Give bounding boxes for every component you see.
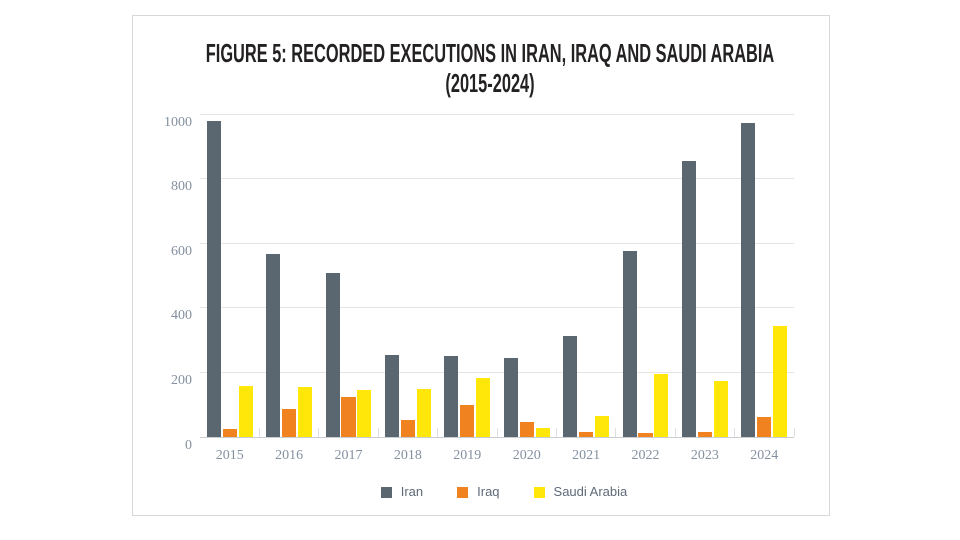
bar-saudi-arabia-2022 bbox=[654, 373, 669, 437]
bar-saudi-arabia-2021 bbox=[594, 416, 610, 437]
y-axis-label-200: 200 bbox=[171, 372, 192, 388]
bar-iran-2019 bbox=[444, 355, 459, 437]
y-axis-label-400: 400 bbox=[171, 308, 192, 324]
x-axis-label-2022: 2022 bbox=[631, 448, 660, 463]
category-tick-6 bbox=[555, 428, 557, 437]
legend-label-saudi-arabia: Saudi Arabia bbox=[553, 484, 628, 499]
gridline-y-800 bbox=[200, 178, 794, 180]
legend-label-iraq: Iraq bbox=[477, 484, 500, 499]
y-axis-label-0: 0 bbox=[185, 437, 192, 453]
chart-title-line-1: FIGURE 5: RECORDED EXECUTIONS IN IRAN, I… bbox=[205, 38, 775, 68]
bar-iraq-2018 bbox=[400, 420, 415, 437]
bar-saudi-arabia-2024 bbox=[773, 325, 788, 437]
bar-saudi-arabia-2018 bbox=[416, 388, 431, 437]
chart-title-line-2: (2015-2024) bbox=[445, 68, 535, 98]
bar-saudi-arabia-2023 bbox=[713, 381, 728, 437]
y-axis-label-1000: 1000 bbox=[164, 114, 192, 130]
x-axis-label-2015: 2015 bbox=[215, 448, 244, 463]
bar-iraq-2023 bbox=[697, 431, 712, 437]
bar-iraq-2019 bbox=[460, 404, 475, 437]
bar-iraq-2016 bbox=[282, 408, 297, 437]
x-axis-label-2024: 2024 bbox=[750, 448, 779, 463]
bar-iraq-2024 bbox=[757, 416, 772, 437]
gridline-y-1000 bbox=[200, 113, 794, 115]
x-axis-label-2017: 2017 bbox=[334, 448, 363, 463]
legend-item-iraq: Iraq bbox=[457, 484, 500, 499]
bar-iraq-2020 bbox=[519, 422, 534, 437]
legend-swatch-iran bbox=[380, 486, 392, 498]
chart-legend: Iran Iraq Saudi Arabia bbox=[207, 485, 801, 499]
category-tick-8 bbox=[674, 428, 676, 437]
bar-iraq-2017 bbox=[341, 396, 356, 437]
x-axis-label-2023: 2023 bbox=[690, 448, 719, 463]
gridline-y-0 bbox=[200, 436, 794, 438]
gridline-y-400 bbox=[200, 307, 794, 309]
x-axis-label-2019: 2019 bbox=[453, 448, 482, 463]
category-tick-2 bbox=[318, 428, 320, 437]
bar-iran-2017 bbox=[325, 273, 340, 437]
legend-swatch-iraq bbox=[457, 486, 469, 498]
bar-iran-2018 bbox=[384, 355, 400, 437]
bar-iran-2015 bbox=[206, 121, 221, 437]
legend-label-iran: Iran bbox=[400, 484, 424, 499]
category-tick-1 bbox=[258, 428, 260, 437]
category-tick-7 bbox=[615, 428, 617, 437]
legend-item-saudi-arabia: Saudi Arabia bbox=[533, 484, 628, 499]
x-axis-label-2021: 2021 bbox=[572, 448, 601, 463]
bar-iraq-2015 bbox=[222, 428, 237, 437]
bar-iran-2020 bbox=[503, 357, 518, 437]
bar-iran-2022 bbox=[622, 250, 637, 437]
bar-iraq-2021 bbox=[579, 431, 594, 437]
bar-iraq-2022 bbox=[638, 433, 653, 437]
gridline-y-200 bbox=[200, 371, 794, 373]
bar-saudi-arabia-2015 bbox=[238, 385, 253, 437]
figure-card: FIGURE 5: RECORDED EXECUTIONS IN IRAN, I… bbox=[132, 15, 830, 516]
y-axis-label-800: 800 bbox=[171, 179, 192, 195]
x-axis-label-2020: 2020 bbox=[512, 448, 541, 463]
legend-swatch-saudi-arabia bbox=[533, 486, 545, 498]
bar-saudi-arabia-2019 bbox=[476, 377, 491, 437]
gridline-y-600 bbox=[200, 242, 794, 244]
bar-iran-2016 bbox=[266, 253, 281, 437]
x-axis-label-2016: 2016 bbox=[275, 448, 304, 463]
bar-iran-2024 bbox=[741, 123, 756, 437]
category-tick-4 bbox=[437, 428, 439, 437]
category-tick-10 bbox=[793, 428, 795, 437]
legend-item-iran: Iran bbox=[380, 484, 424, 499]
category-tick-5 bbox=[496, 428, 498, 437]
plot-area: 0 200 400 600 800 1000 2015 2016 2017 2018 2019 202… bbox=[164, 113, 795, 463]
x-axis-label-2018: 2018 bbox=[393, 448, 422, 463]
bar-iran-2023 bbox=[681, 161, 697, 437]
bar-saudi-arabia-2016 bbox=[297, 387, 313, 437]
bar-iran-2021 bbox=[563, 335, 578, 437]
category-tick-9 bbox=[734, 428, 736, 437]
y-axis-label-600: 600 bbox=[171, 243, 192, 259]
bar-saudi-arabia-2020 bbox=[535, 428, 550, 437]
bar-saudi-arabia-2017 bbox=[357, 389, 372, 437]
category-tick-3 bbox=[377, 428, 379, 437]
